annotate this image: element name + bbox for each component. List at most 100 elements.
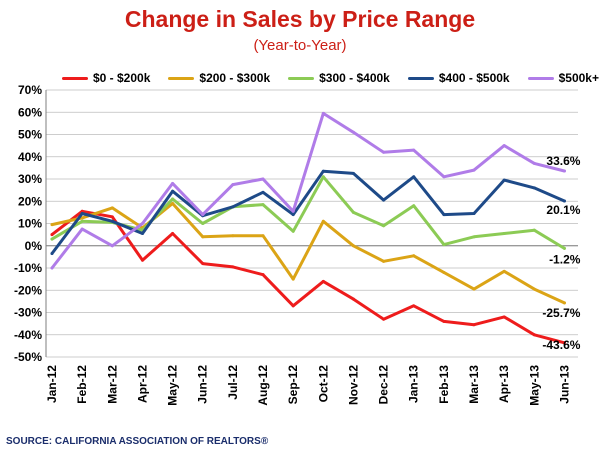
data-point <box>502 269 506 273</box>
data-point <box>472 287 476 291</box>
data-point <box>231 265 235 269</box>
data-point <box>532 186 536 190</box>
data-point <box>50 223 54 227</box>
x-tick-label: Sep-12 <box>286 365 300 405</box>
series-line <box>50 209 566 345</box>
data-point <box>382 317 386 321</box>
data-point <box>472 168 476 172</box>
data-point <box>171 189 175 193</box>
chart-title: Change in Sales by Price Range <box>124 6 476 32</box>
legend-label: $500k+ <box>558 71 599 85</box>
legend-label: $300 - $400k <box>319 71 390 85</box>
data-point <box>261 203 265 207</box>
data-point <box>412 175 416 179</box>
data-point <box>80 219 84 223</box>
legend-item: $300 - $400k <box>288 71 390 85</box>
chart-subtitle: (Year-to-Year) <box>253 37 347 54</box>
data-point <box>532 287 536 291</box>
data-point <box>231 183 235 187</box>
data-point <box>321 219 325 223</box>
data-point <box>532 333 536 337</box>
data-point <box>532 228 536 232</box>
data-point <box>412 254 416 258</box>
legend-swatch <box>168 76 195 80</box>
legend-swatch <box>288 76 315 80</box>
series-line <box>50 169 566 255</box>
y-tick-label: 20% <box>18 194 42 208</box>
data-point <box>171 201 175 205</box>
series-line <box>50 202 566 305</box>
legend-label: $0 - $200k <box>93 71 151 85</box>
data-point <box>382 224 386 228</box>
data-point <box>442 270 446 274</box>
y-tick-label: -40% <box>14 328 42 342</box>
data-point <box>261 190 265 194</box>
x-tick-label: Jun-13 <box>557 365 571 404</box>
x-tick-label: Nov-12 <box>346 365 360 405</box>
data-point <box>201 213 205 217</box>
y-tick-label: 40% <box>18 150 42 164</box>
data-point <box>562 301 566 305</box>
data-point <box>291 304 295 308</box>
data-point <box>110 244 114 248</box>
y-tick-label: -50% <box>14 350 42 364</box>
series-line <box>50 175 566 250</box>
data-point <box>291 229 295 233</box>
data-point <box>80 227 84 231</box>
y-tick-label: 50% <box>18 128 42 142</box>
legend-swatch <box>407 76 434 80</box>
data-point <box>291 209 295 213</box>
data-point <box>321 175 325 179</box>
legend-swatch <box>62 76 88 80</box>
data-point <box>472 235 476 239</box>
data-point <box>442 243 446 247</box>
x-tick-label: Oct-12 <box>316 365 330 403</box>
data-point <box>351 130 355 134</box>
x-tick-label: Apr-13 <box>497 365 511 403</box>
data-point <box>562 169 566 173</box>
data-point <box>502 315 506 319</box>
data-point <box>261 234 265 238</box>
y-tick-label: 0% <box>25 239 43 253</box>
legend-item: $200 - $300k <box>168 71 270 85</box>
end-value-label: -1.2% <box>549 252 581 266</box>
data-point <box>140 258 144 262</box>
legend-swatch <box>527 76 554 80</box>
data-point <box>171 232 175 236</box>
data-point <box>291 213 295 217</box>
data-point <box>472 211 476 215</box>
data-point <box>382 198 386 202</box>
y-tick-label: 10% <box>18 217 42 231</box>
x-tick-label: Aug-12 <box>256 365 270 406</box>
end-value-label: 33.6% <box>546 154 580 168</box>
data-point <box>562 246 566 250</box>
data-point <box>80 211 84 215</box>
data-point <box>412 304 416 308</box>
end-value-label: -43.6% <box>542 338 580 352</box>
data-point <box>412 148 416 152</box>
chart-legend: $0 - $200k $200 - $300k $300 - $400k $400 -… <box>62 68 599 88</box>
data-point <box>201 262 205 266</box>
data-point <box>171 181 175 185</box>
data-point <box>50 266 54 270</box>
x-tick-label: Feb-12 <box>75 365 89 404</box>
data-point <box>80 216 84 220</box>
data-point <box>50 233 54 237</box>
data-point <box>261 177 265 181</box>
data-point <box>231 234 235 238</box>
data-point <box>201 235 205 239</box>
x-tick-label: Apr-12 <box>135 365 149 403</box>
end-value-label: -25.7% <box>542 306 580 320</box>
data-point <box>472 323 476 327</box>
y-tick-label: 70% <box>18 83 42 97</box>
data-point <box>201 222 205 225</box>
y-tick-label: -30% <box>14 306 42 320</box>
data-point <box>442 175 446 179</box>
data-point <box>442 319 446 323</box>
y-tick-label: 60% <box>18 105 42 119</box>
data-point <box>351 210 355 214</box>
data-point <box>140 222 144 225</box>
legend-label: $400 - $500k <box>438 71 510 85</box>
series-line <box>50 111 566 270</box>
data-point <box>171 197 175 201</box>
